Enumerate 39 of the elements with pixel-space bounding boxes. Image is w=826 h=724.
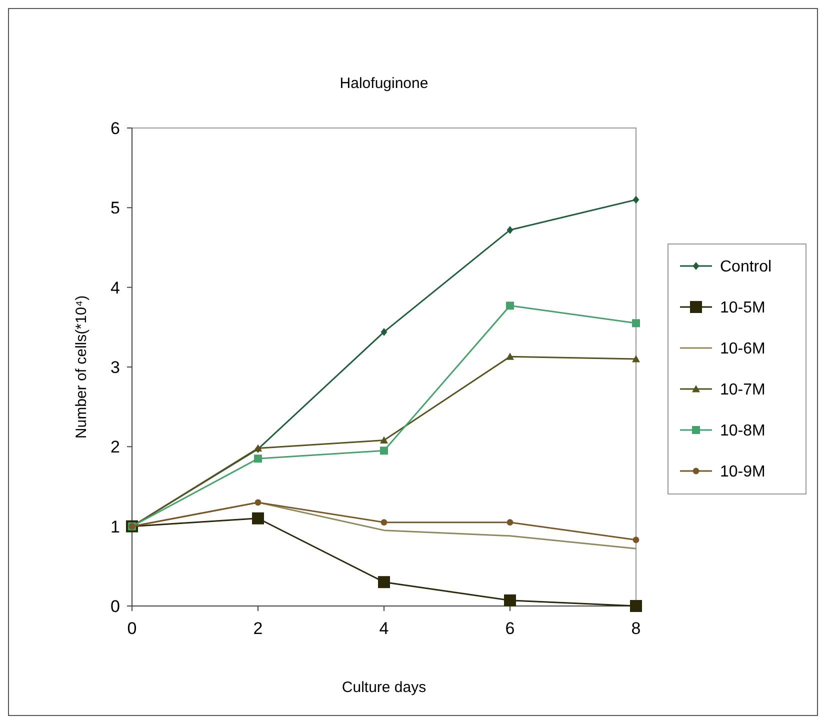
y-tick-label: 5 bbox=[110, 198, 120, 218]
legend-label: 10-8M bbox=[720, 422, 766, 440]
x-tick-label: 6 bbox=[505, 619, 515, 638]
point bbox=[632, 319, 640, 328]
point bbox=[632, 355, 640, 362]
point bbox=[254, 499, 262, 506]
y-tick-label: 6 bbox=[110, 118, 120, 138]
x-axis-title: Culture days bbox=[342, 679, 426, 696]
legend-label: 10-6M bbox=[720, 340, 766, 358]
point bbox=[506, 302, 514, 310]
legend-label: 10-7M bbox=[720, 382, 766, 399]
x-tick-label: 4 bbox=[379, 619, 389, 638]
legend-label: 10-9M bbox=[720, 464, 766, 481]
y-axis-title: Number of cells(*10⁴) bbox=[73, 295, 90, 439]
x-tick-label: 2 bbox=[253, 619, 263, 638]
point bbox=[630, 600, 642, 612]
point bbox=[506, 519, 514, 526]
point bbox=[506, 226, 514, 234]
point bbox=[380, 328, 388, 336]
y-tick-label: 1 bbox=[110, 517, 120, 536]
point bbox=[252, 512, 264, 524]
point bbox=[632, 536, 640, 544]
point bbox=[254, 454, 262, 463]
y-tick-label: 2 bbox=[110, 438, 120, 457]
y-tick-label: 0 bbox=[110, 596, 120, 616]
y-tick-label: 4 bbox=[110, 278, 120, 298]
point bbox=[378, 576, 390, 588]
y-tick-label: 3 bbox=[110, 358, 120, 377]
point bbox=[380, 519, 388, 526]
point bbox=[380, 446, 388, 455]
point bbox=[504, 594, 516, 606]
point bbox=[506, 352, 514, 360]
point bbox=[632, 196, 640, 204]
point bbox=[380, 436, 388, 444]
legend-label: 10-5M bbox=[720, 300, 766, 317]
legend-label: Control bbox=[720, 258, 772, 276]
chart-title: Halofuginone bbox=[340, 75, 428, 92]
x-tick-label: 8 bbox=[631, 619, 641, 638]
x-tick-label: 0 bbox=[127, 619, 137, 638]
